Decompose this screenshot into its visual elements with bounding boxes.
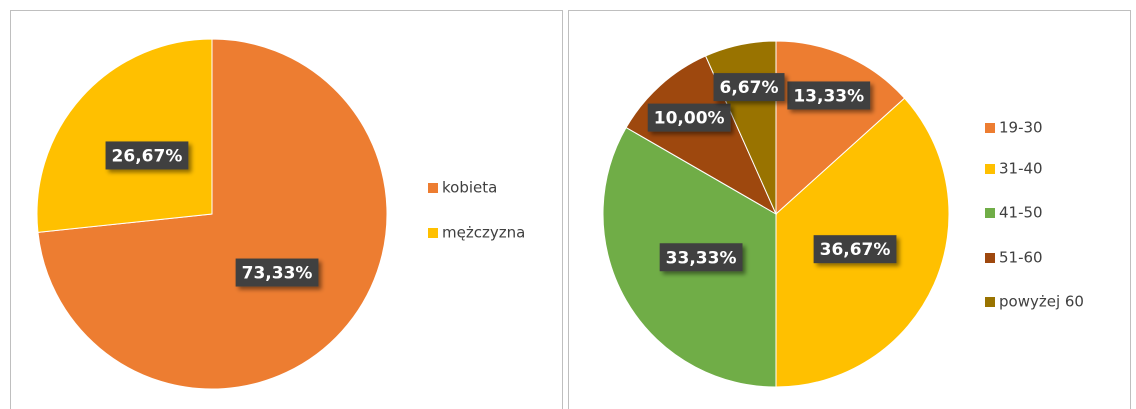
legend-label: mężczyzna <box>442 224 525 242</box>
data-label: 6,67% <box>720 78 779 98</box>
data-label: 33,33% <box>666 248 737 268</box>
legend-swatch <box>985 208 995 218</box>
legend-label: 19-30 <box>999 119 1043 137</box>
legend-swatch <box>428 183 438 193</box>
legend-label: 41-50 <box>999 204 1043 222</box>
legend-swatch <box>985 123 995 133</box>
data-label: 26,67% <box>112 146 183 166</box>
legend-swatch <box>428 228 438 238</box>
legend-label: powyżej 60 <box>999 293 1084 311</box>
pie-slice <box>625 55 778 216</box>
data-label-box <box>659 243 743 272</box>
data-label: 73,33% <box>242 264 313 284</box>
data-label: 36,67% <box>820 240 891 260</box>
legend-swatch <box>985 297 995 307</box>
legend-label: 31-40 <box>999 160 1043 178</box>
data-label-box <box>713 73 785 102</box>
data-label-box <box>235 258 319 287</box>
data-label-box <box>647 103 731 132</box>
legend-swatch <box>985 253 995 263</box>
data-label-box <box>787 81 871 110</box>
data-label-box <box>813 235 897 264</box>
data-label: 10,00% <box>654 109 725 129</box>
legend-label: 51-60 <box>999 249 1043 267</box>
data-label: 13,33% <box>793 86 864 106</box>
legend-label: kobieta <box>442 179 497 197</box>
pie-slice <box>36 38 213 233</box>
legend-swatch <box>985 164 995 174</box>
data-label-box <box>105 141 189 170</box>
